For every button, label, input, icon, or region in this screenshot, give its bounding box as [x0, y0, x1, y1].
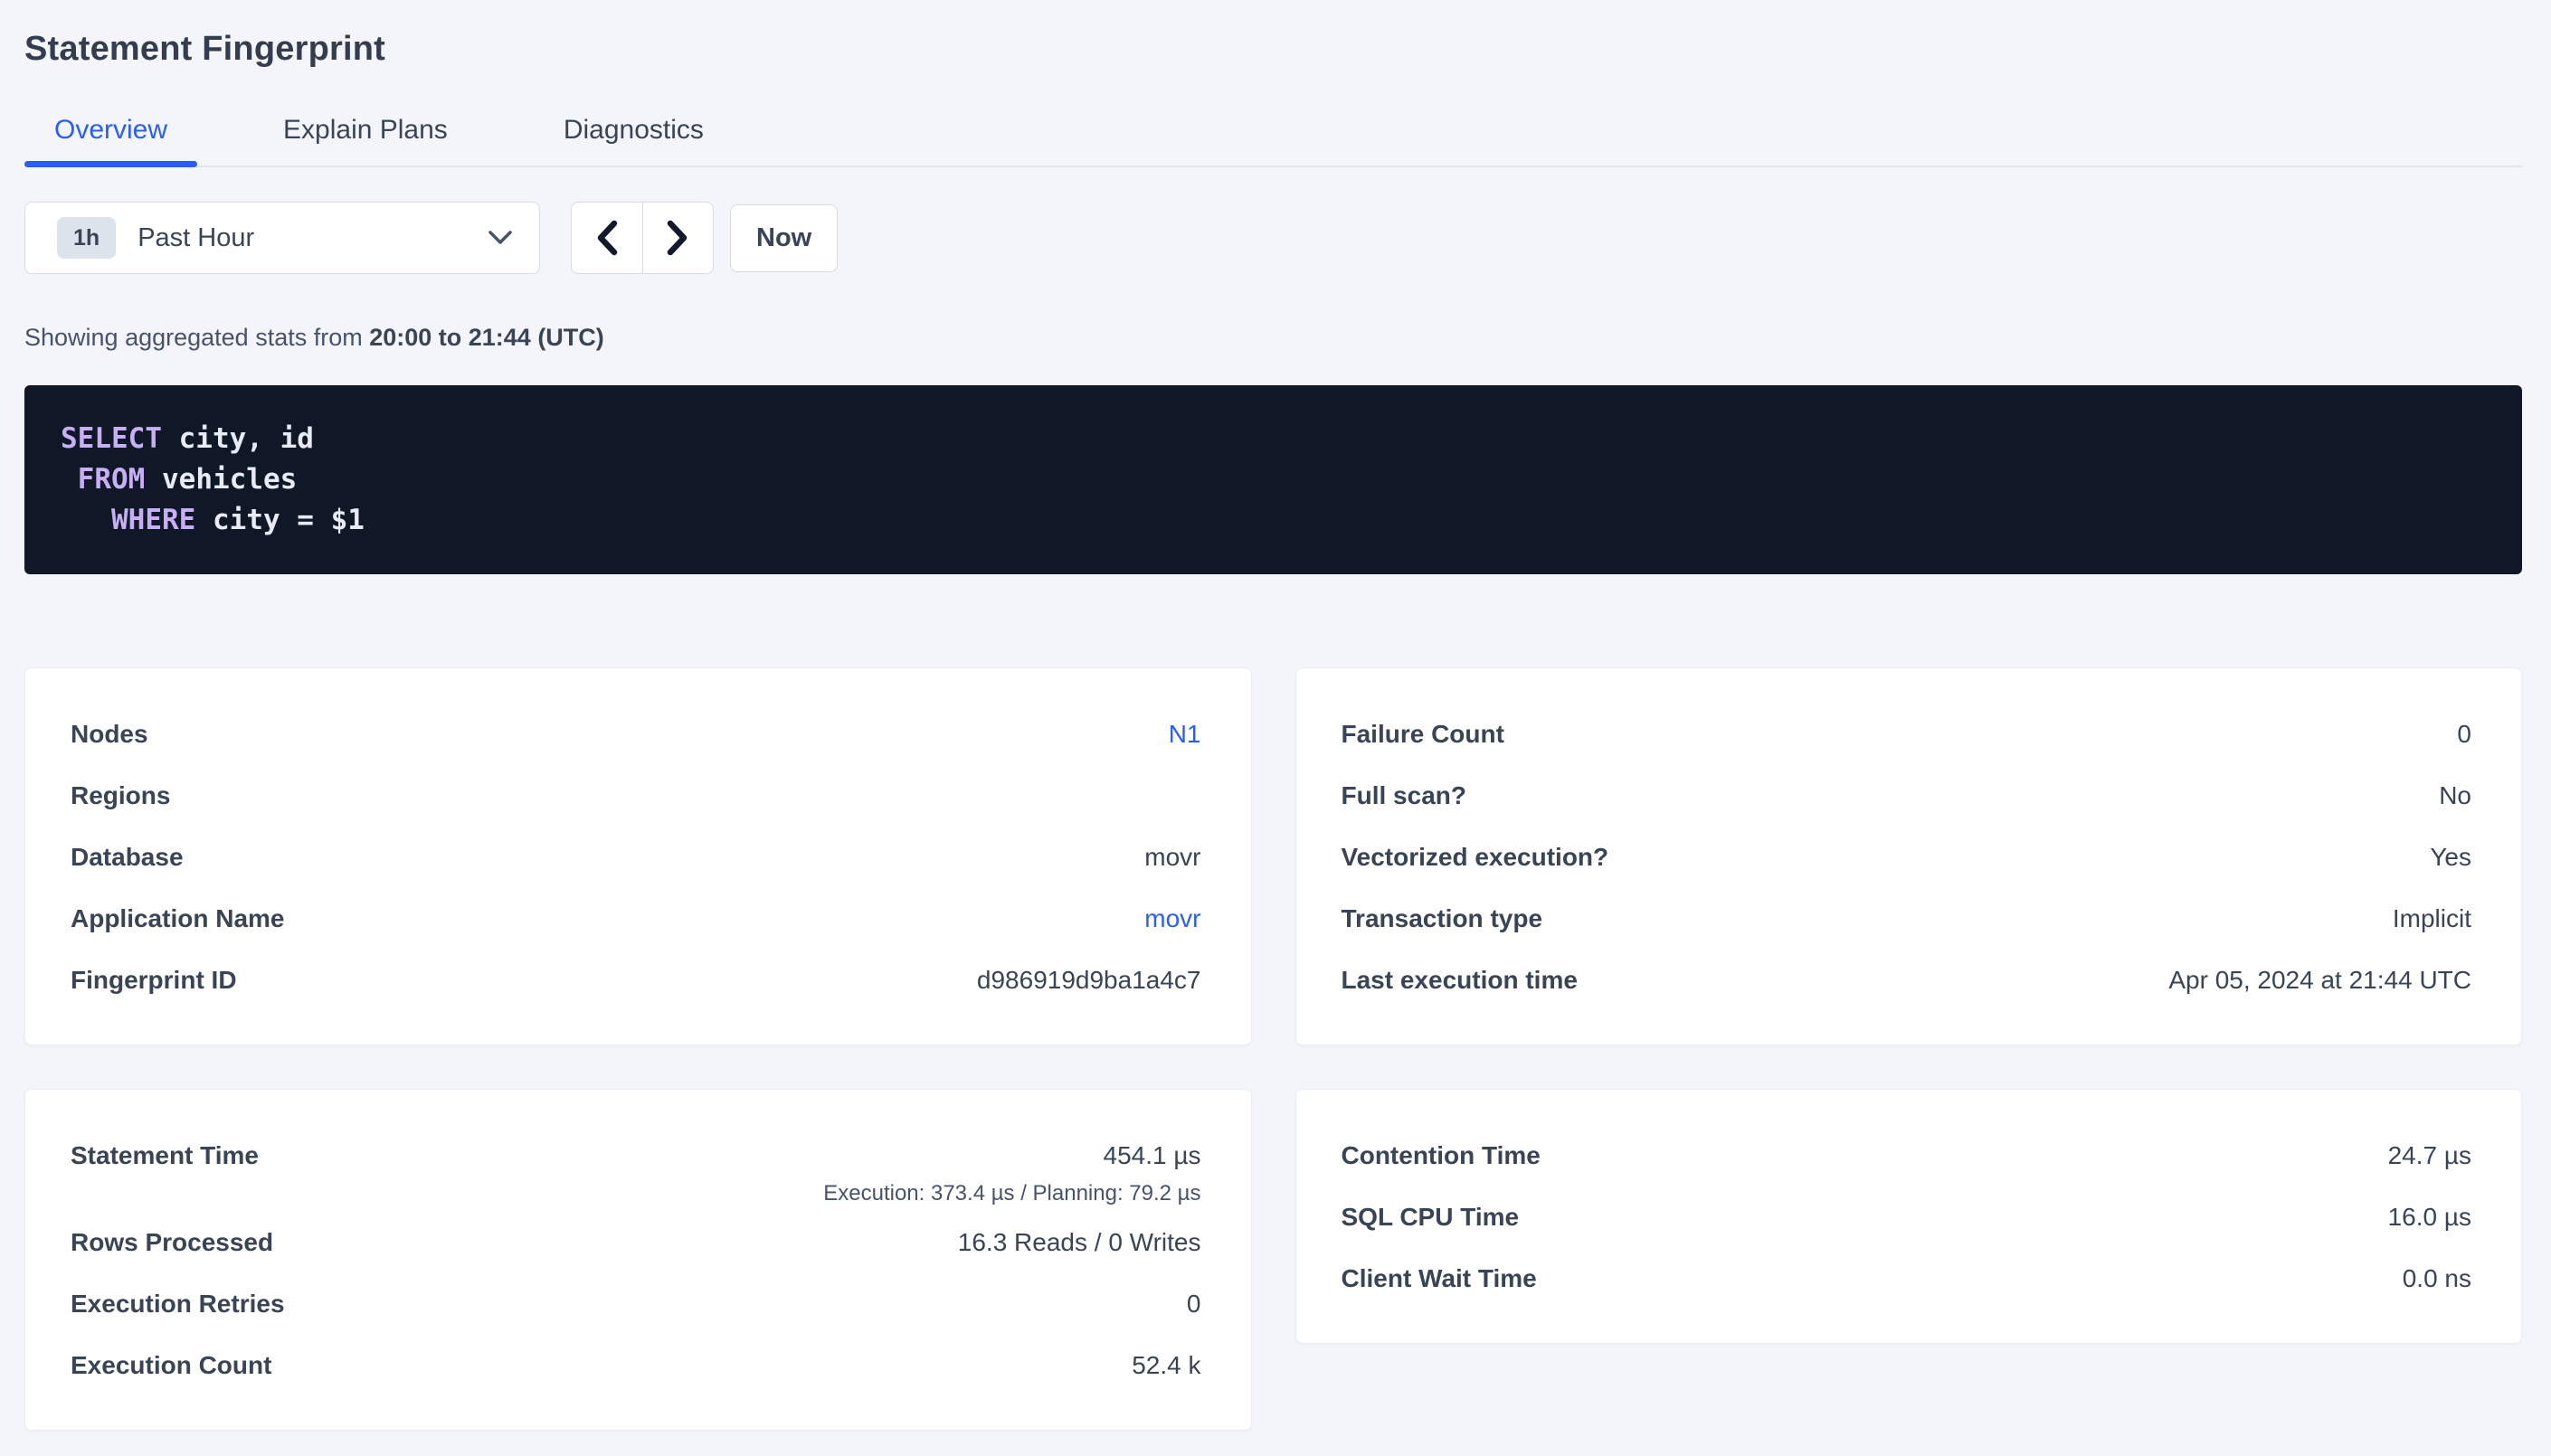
time-range-badge: 1h	[57, 217, 116, 259]
stat-label: Statement Time	[71, 1125, 259, 1187]
stat-label: Fingerprint ID	[71, 950, 237, 1011]
stat-value: Yes	[2430, 827, 2471, 888]
stat-row: Execution Count 52.4 k	[71, 1335, 1201, 1396]
stat-label: Failure Count	[1342, 704, 1504, 765]
sql-line: SELECT city, id	[61, 419, 2486, 459]
stat-row: Vectorized execution? Yes	[1342, 827, 2472, 888]
stat-row: Statement Time454.1 µsExecution: 373.4 µ…	[71, 1125, 1201, 1212]
range-step-buttons	[571, 202, 714, 274]
stat-label: Client Wait Time	[1342, 1248, 1537, 1309]
stat-label: Execution Count	[71, 1335, 271, 1396]
tab-explain-plans[interactable]: Explain Plans	[253, 114, 478, 165]
stat-label: SQL CPU Time	[1342, 1187, 1520, 1248]
stat-label: Application Name	[71, 888, 284, 950]
sql-statement-box: SELECT city, id FROM vehicles WHERE city…	[24, 385, 2522, 574]
stat-value-link[interactable]: movr	[1144, 888, 1200, 950]
chevron-right-icon	[666, 220, 689, 256]
tab-overview[interactable]: Overview	[24, 114, 197, 165]
stat-label: Last execution time	[1342, 950, 1578, 1011]
page-title: Statement Fingerprint	[24, 0, 2522, 71]
stat-label: Rows Processed	[71, 1212, 273, 1273]
stat-value: Apr 05, 2024 at 21:44 UTC	[2168, 950, 2471, 1011]
stat-label: Execution Retries	[71, 1273, 285, 1335]
stat-value: 52.4 k	[1132, 1335, 1200, 1396]
stat-value-link[interactable]: N1	[1169, 704, 1201, 765]
stat-value: 24.7 µs	[2388, 1125, 2471, 1187]
stat-value: 0.0 ns	[2403, 1248, 2471, 1309]
statement-fingerprint-page: Statement Fingerprint Overview Explain Pl…	[0, 0, 2551, 1431]
stat-row: Database movr	[71, 827, 1201, 888]
chevron-down-icon	[488, 231, 512, 245]
previous-range-button[interactable]	[572, 203, 643, 273]
stat-value: 16.0 µs	[2388, 1187, 2471, 1248]
execution-attributes-card: Failure Count0Full scan?NoVectorized exe…	[1295, 667, 2523, 1045]
stat-label: Regions	[71, 765, 170, 827]
sql-line: FROM vehicles	[61, 459, 2486, 500]
stat-value: 16.3 Reads / 0 Writes	[958, 1212, 1201, 1273]
stat-value: 0	[1187, 1273, 1201, 1335]
stat-row: Failure Count 0	[1342, 704, 2472, 765]
next-range-button[interactable]	[643, 203, 714, 273]
time-picker-row: 1h Past Hour Now	[24, 202, 2522, 274]
stat-label: Database	[71, 827, 184, 888]
stat-row: Fingerprint ID d986919d9ba1a4c7	[71, 950, 1201, 1011]
stat-row: Nodes N1	[71, 704, 1201, 765]
sql-line: WHERE city = $1	[61, 500, 2486, 541]
stat-label: Vectorized execution?	[1342, 827, 1609, 888]
stat-value: movr	[1144, 827, 1200, 888]
time-range-label: Past Hour	[138, 223, 488, 253]
stat-row: Regions	[71, 765, 1201, 827]
stat-value: Implicit	[2393, 888, 2471, 950]
summary-cards: NodesN1RegionsDatabasemovrApplication Na…	[24, 667, 2522, 1431]
stat-label: Contention Time	[1342, 1125, 1541, 1187]
now-button[interactable]: Now	[730, 204, 838, 272]
statement-details-card: NodesN1RegionsDatabasemovrApplication Na…	[24, 667, 1252, 1045]
stat-row: Execution Retries 0	[71, 1273, 1201, 1335]
stat-row: Application Name movr	[71, 888, 1201, 950]
stat-row: Full scan? No	[1342, 765, 2472, 827]
stat-row: Last execution time Apr 05, 2024 at 21:44…	[1342, 950, 2472, 1011]
aggregated-stats-line: Showing aggregated stats from 20:00 to 2…	[24, 322, 2522, 353]
stat-value: d986919d9ba1a4c7	[977, 950, 1201, 1011]
stat-row: Client Wait Time 0.0 ns	[1342, 1248, 2472, 1309]
stat-row: Transaction type Implicit	[1342, 888, 2472, 950]
stat-subvalue: Execution: 373.4 µs / Planning: 79.2 µs	[823, 1176, 1200, 1212]
tab-diagnostics[interactable]: Diagnostics	[534, 114, 734, 165]
stat-label: Transaction type	[1342, 888, 1543, 950]
time-range-dropdown[interactable]: 1h Past Hour	[24, 202, 540, 274]
aggregated-stats-prefix: Showing aggregated stats from	[24, 324, 369, 351]
stat-row: SQL CPU Time 16.0 µs	[1342, 1187, 2472, 1248]
tab-bar: Overview Explain Plans Diagnostics	[24, 114, 2522, 167]
stat-row: Contention Time 24.7 µs	[1342, 1125, 2472, 1187]
aggregated-stats-range: 20:00 to 21:44 (UTC)	[369, 324, 604, 351]
statement-timings-card: Statement Time454.1 µsExecution: 373.4 µ…	[24, 1089, 1252, 1431]
stat-row: Rows Processed 16.3 Reads / 0 Writes	[71, 1212, 1201, 1273]
chevron-left-icon	[595, 220, 619, 256]
stat-value: 0	[2457, 704, 2471, 765]
stat-label: Nodes	[71, 704, 148, 765]
wait-times-card: Contention Time 24.7 µs SQL CPU Time 16.0 µ…	[1295, 1089, 2523, 1344]
stat-value: No	[2439, 765, 2471, 827]
stat-label: Full scan?	[1342, 765, 1466, 827]
